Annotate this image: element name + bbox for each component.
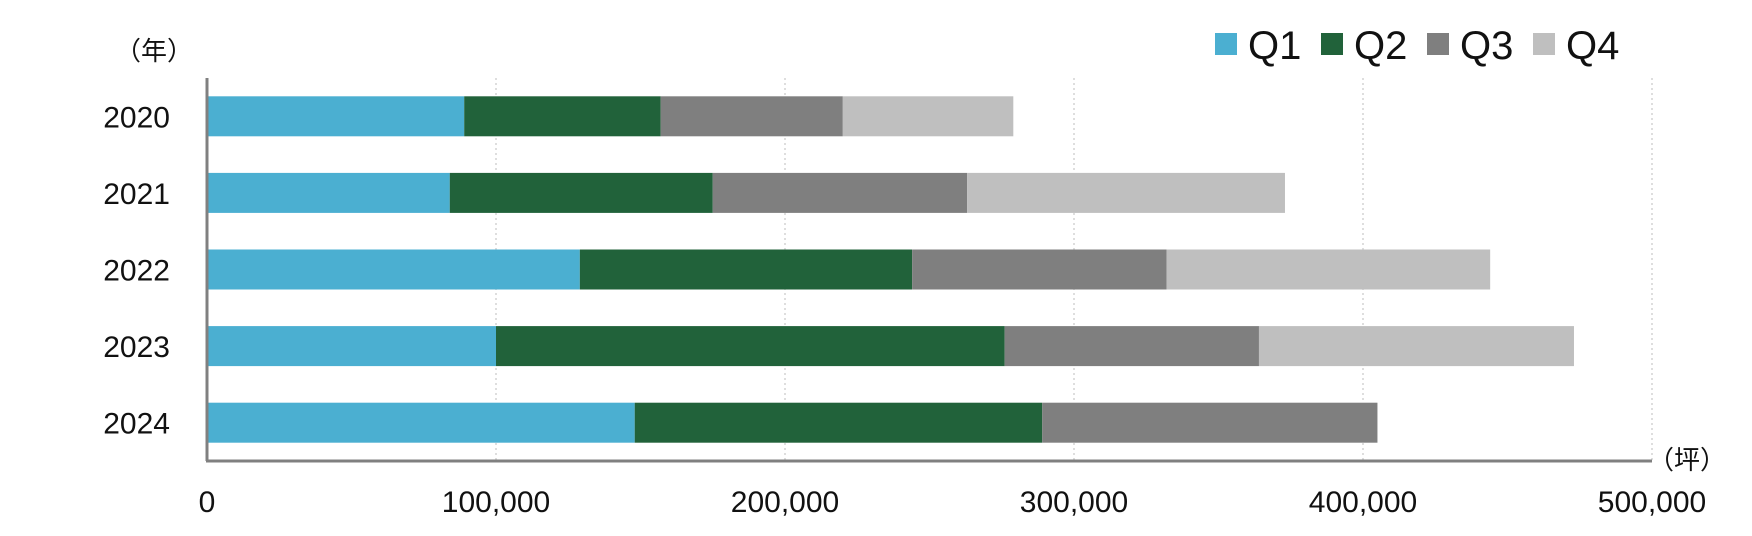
legend-item-q2: Q2 (1321, 24, 1407, 68)
x-tick-label: 200,000 (731, 486, 839, 519)
bar-2021-q1 (207, 172, 450, 213)
bar-2022-q4 (1166, 249, 1491, 290)
bar-2022-q1 (207, 249, 580, 290)
legend: Q1 Q2 Q3 Q4 (1215, 24, 1619, 68)
y-tick-label: 2024 (103, 408, 170, 441)
y-tick-label: 2020 (103, 101, 170, 134)
bar-2020-q4 (842, 96, 1014, 137)
bar-2021-q2 (449, 172, 713, 213)
legend-swatch (1321, 33, 1343, 55)
legend-item-q3: Q3 (1427, 24, 1513, 68)
x-tick-label: 500,000 (1598, 486, 1706, 519)
bar-2021-q3 (712, 172, 968, 213)
bars (207, 96, 1574, 443)
x-tick-labels: 0 100,000 200,000 300,000 400,000 500,000 (199, 486, 1707, 519)
legend-item-q4: Q4 (1533, 24, 1619, 68)
legend-label: Q1 (1248, 24, 1301, 68)
legend-swatch (1427, 33, 1449, 55)
bar-2022-q2 (579, 249, 913, 290)
bar-2023-q1 (207, 326, 496, 367)
x-tick-label: 100,000 (442, 486, 550, 519)
bar-2020-q2 (464, 96, 661, 137)
x-tick-label: 0 (199, 486, 216, 519)
bar-2020-q1 (207, 96, 465, 137)
x-tick-label: 300,000 (1020, 486, 1128, 519)
legend-item-q1: Q1 (1215, 24, 1301, 68)
bar-2023-q2 (496, 326, 1005, 367)
legend-label: Q2 (1354, 24, 1407, 68)
legend-swatch (1215, 33, 1237, 55)
bar-2024-q3 (1042, 402, 1378, 443)
legend-label: Q3 (1460, 24, 1513, 68)
x-tick-label: 400,000 (1309, 486, 1417, 519)
legend-label: Q4 (1566, 24, 1619, 68)
legend-swatch (1533, 33, 1555, 55)
bar-2023-q3 (1004, 326, 1259, 367)
bar-2023-q4 (1258, 326, 1574, 367)
y-tick-labels: 2020 2021 2022 2023 2024 (103, 101, 170, 440)
y-tick-label: 2021 (103, 178, 170, 211)
bar-2021-q4 (967, 172, 1285, 213)
bar-2024-q1 (207, 402, 635, 443)
bar-2020-q3 (660, 96, 843, 137)
axes (205, 78, 1652, 463)
y-tick-label: 2023 (103, 331, 170, 364)
bar-2022-q3 (912, 249, 1167, 290)
y-tick-label: 2022 (103, 255, 170, 288)
bar-2024-q2 (634, 402, 1043, 443)
y-unit-label: （年） (115, 37, 193, 67)
x-unit-label: （坪） (1648, 446, 1726, 476)
